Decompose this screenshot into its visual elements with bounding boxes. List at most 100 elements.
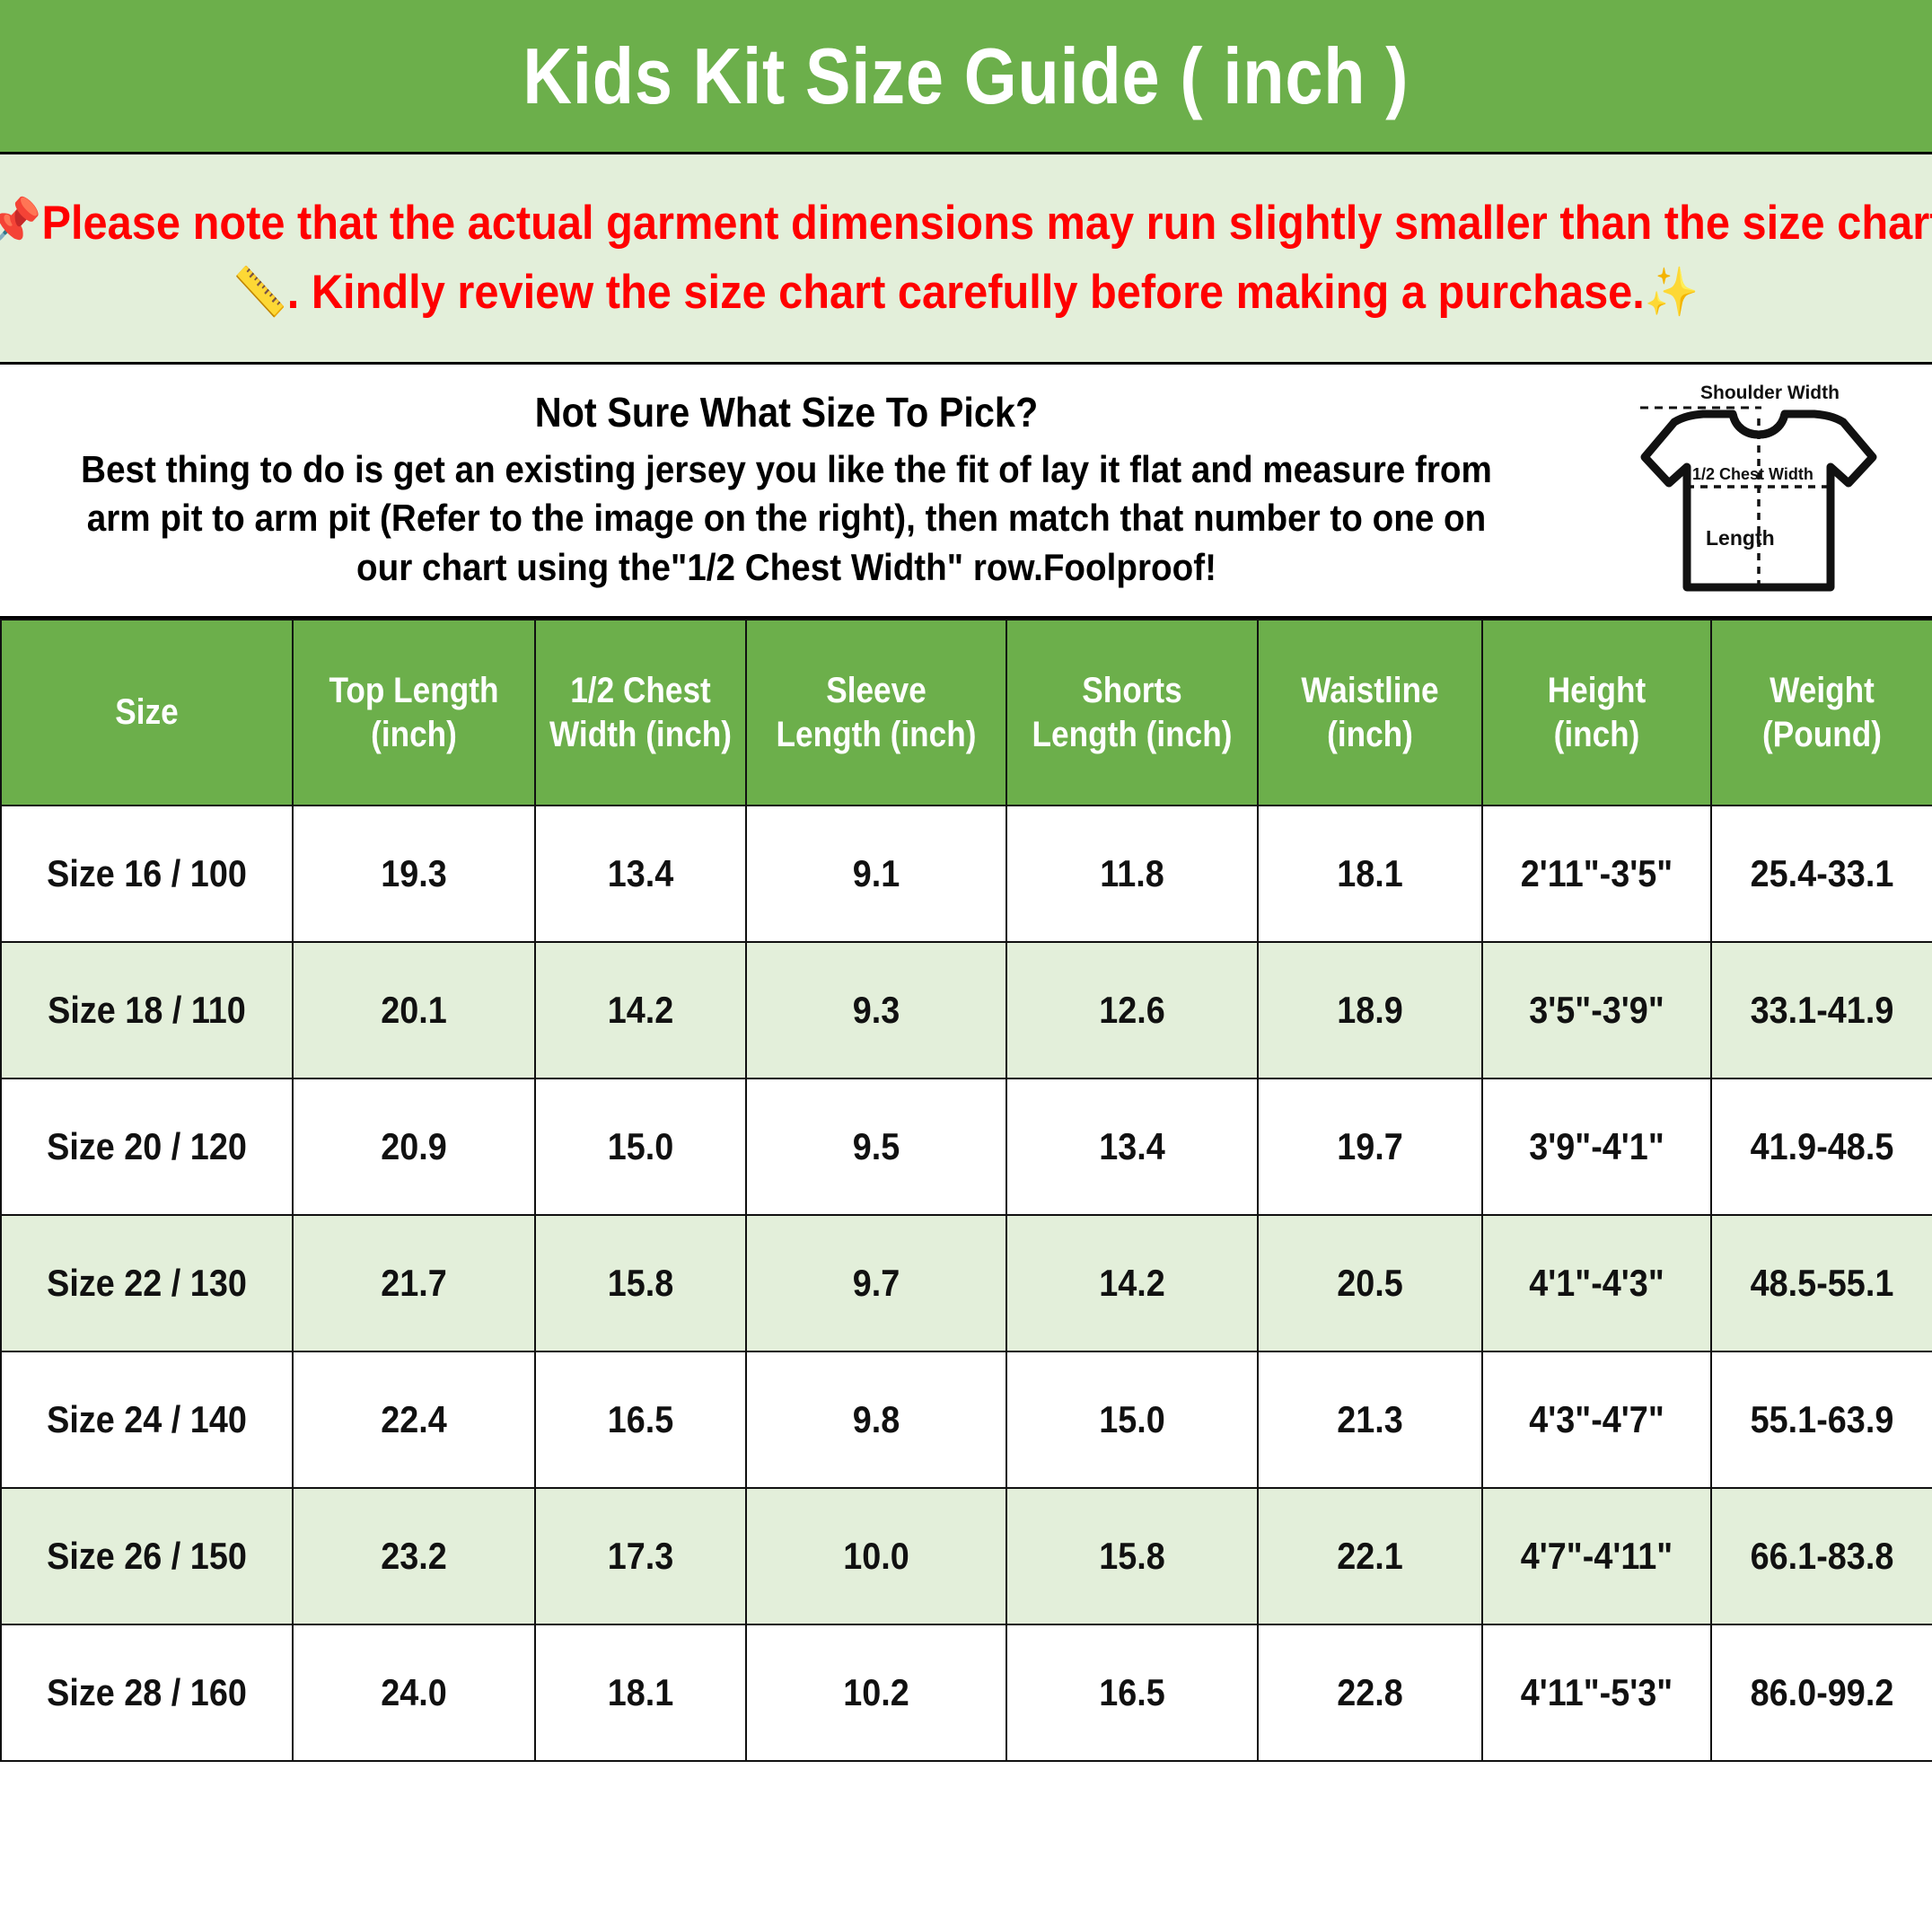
table-row: Size 16 / 100 19.3 13.4 9.1 11.8 18.1 2'11"-3'… (0, 805, 1932, 943)
cell-value: 16.5 (1006, 1624, 1259, 1762)
cell-text: 9.3 (852, 989, 900, 1031)
length-label: Length (1706, 526, 1775, 550)
cell-value: 19.3 (292, 805, 536, 943)
cell-value: 24.0 (292, 1624, 536, 1762)
cell-value: 15.8 (534, 1214, 747, 1352)
cell-value: 25.4-33.1 (1710, 805, 1932, 943)
cell-value: 4'11"-5'3" (1481, 1624, 1712, 1762)
cell-text: 16.5 (1099, 1671, 1165, 1713)
column-header-sleeve-length-line1: Sleeve (826, 670, 926, 710)
cell-value: 9.1 (745, 805, 1007, 943)
tshirt-icon: Shoulder Width 1/2 Chest Width Length (1640, 383, 1877, 591)
cell-text: 18.9 (1337, 989, 1403, 1031)
page-title-bar: Kids Kit Size Guide ( inch ) (0, 0, 1932, 154)
cell-size: Size 24 / 140 (0, 1351, 294, 1489)
cell-value: 66.1-83.8 (1710, 1487, 1932, 1625)
cell-text: Size 20 / 120 (47, 1125, 247, 1167)
cell-text: 33.1-41.9 (1750, 989, 1894, 1031)
column-header-shorts-length-line2: Length (inch) (1032, 714, 1233, 754)
cell-size: Size 22 / 130 (0, 1214, 294, 1352)
cell-text: 21.7 (381, 1262, 447, 1304)
cell-size: Size 18 / 110 (0, 941, 294, 1079)
cell-value: 12.6 (1006, 941, 1259, 1079)
cell-value: 3'9"-4'1" (1481, 1078, 1712, 1216)
cell-value: 41.9-48.5 (1710, 1078, 1932, 1216)
cell-text: 14.2 (1099, 1262, 1165, 1304)
cell-text: 55.1-63.9 (1750, 1398, 1894, 1440)
cell-value: 15.0 (534, 1078, 747, 1216)
cell-text: 4'1"-4'3" (1529, 1262, 1664, 1304)
cell-text: 9.8 (852, 1398, 900, 1440)
ruler-icon: 📏 (233, 265, 287, 319)
cell-value: 23.2 (292, 1487, 536, 1625)
cell-text: Size 18 / 110 (48, 989, 246, 1031)
cell-text: 3'5"-3'9" (1529, 989, 1664, 1031)
column-header-sleeve-length-line2: Length (inch) (776, 714, 977, 754)
notice-line-2: 📏. Kindly review the size chart carefull… (233, 259, 1699, 328)
notice-band: 📌Please note that the actual garment dim… (0, 154, 1932, 365)
cell-value: 19.7 (1257, 1078, 1483, 1216)
cell-value: 18.9 (1257, 941, 1483, 1079)
cell-text: 22.1 (1337, 1535, 1403, 1577)
cell-value: 18.1 (534, 1624, 747, 1762)
cell-value: 15.8 (1006, 1487, 1259, 1625)
cell-text: 20.9 (381, 1125, 447, 1167)
cell-text: Size 16 / 100 (47, 852, 247, 894)
cell-text: 15.8 (607, 1262, 674, 1304)
cell-value: 4'7"-4'11" (1481, 1487, 1712, 1625)
cell-size: Size 16 / 100 (0, 805, 294, 943)
cell-text: 15.8 (1099, 1535, 1165, 1577)
pushpin-icon: 📌 (0, 197, 42, 250)
info-heading: Not Sure What Size To Pick? (534, 388, 1039, 436)
cell-value: 10.0 (745, 1487, 1007, 1625)
cell-text: Size 28 / 160 (47, 1671, 247, 1713)
cell-value: 13.4 (534, 805, 747, 943)
cell-text: 20.5 (1337, 1262, 1403, 1304)
cell-text: 20.1 (381, 989, 447, 1031)
cell-value: 11.8 (1006, 805, 1259, 943)
cell-value: 13.4 (1006, 1078, 1259, 1216)
cell-text: 25.4-33.1 (1750, 852, 1894, 894)
cell-value: 4'1"-4'3" (1481, 1214, 1712, 1352)
cell-text: 41.9-48.5 (1750, 1125, 1894, 1167)
cell-value: 20.1 (292, 941, 536, 1079)
cell-value: 17.3 (534, 1487, 747, 1625)
cell-text: 48.5-55.1 (1750, 1262, 1894, 1304)
cell-text: 22.8 (1337, 1671, 1403, 1713)
cell-text: 11.8 (1100, 852, 1164, 894)
size-chart-table: Size Top Length (inch) 1/2 Chest Width (in… (0, 619, 1932, 1762)
cell-text: 15.0 (607, 1125, 674, 1167)
cell-value: 15.0 (1006, 1351, 1259, 1489)
cell-text: 13.4 (1099, 1125, 1165, 1167)
cell-size: Size 26 / 150 (0, 1487, 294, 1625)
cell-value: 18.1 (1257, 805, 1483, 943)
cell-text: 2'11"-3'5" (1520, 852, 1673, 894)
cell-value: 21.3 (1257, 1351, 1483, 1489)
cell-value: 14.2 (534, 941, 747, 1079)
column-header-height: Height (inch) (1481, 619, 1712, 806)
table-row: Size 20 / 120 20.9 15.0 9.5 13.4 19.7 3'9"-4'1… (0, 1078, 1932, 1216)
column-header-waistline: Waistline (inch) (1257, 619, 1483, 806)
cell-value: 33.1-41.9 (1710, 941, 1932, 1079)
cell-text: 19.7 (1337, 1125, 1403, 1167)
column-header-half-chest-width: 1/2 Chest Width (inch) (534, 619, 747, 806)
table-row: Size 28 / 160 24.0 18.1 10.2 16.5 22.8 4'11"-5… (0, 1624, 1932, 1762)
cell-text: 3'9"-4'1" (1529, 1125, 1664, 1167)
table-row: Size 24 / 140 22.4 16.5 9.8 15.0 21.3 4'3"-4'7… (0, 1351, 1932, 1489)
table-row: Size 22 / 130 21.7 15.8 9.7 14.2 20.5 4'1"-4'3… (0, 1214, 1932, 1352)
cell-text: Size 24 / 140 (47, 1398, 247, 1440)
column-header-sleeve-length: Sleeve Length (inch) (745, 619, 1007, 806)
cell-size: Size 20 / 120 (0, 1078, 294, 1216)
cell-value: 9.5 (745, 1078, 1007, 1216)
cell-value: 16.5 (534, 1351, 747, 1489)
page-title: Kids Kit Size Guide ( inch ) (523, 31, 1409, 120)
cell-text: 17.3 (607, 1535, 674, 1577)
cell-text: 10.0 (843, 1535, 909, 1577)
cell-value: 22.1 (1257, 1487, 1483, 1625)
shoulder-width-label: Shoulder Width (1700, 383, 1840, 403)
table-row: Size 26 / 150 23.2 17.3 10.0 15.8 22.1 4'7"-4'… (0, 1487, 1932, 1625)
column-header-weight-line2: (Pound) (1762, 714, 1882, 754)
cell-text: Size 22 / 130 (47, 1262, 247, 1304)
cell-value: 86.0-99.2 (1710, 1624, 1932, 1762)
column-header-top-length-line1: Top Length (329, 670, 499, 710)
